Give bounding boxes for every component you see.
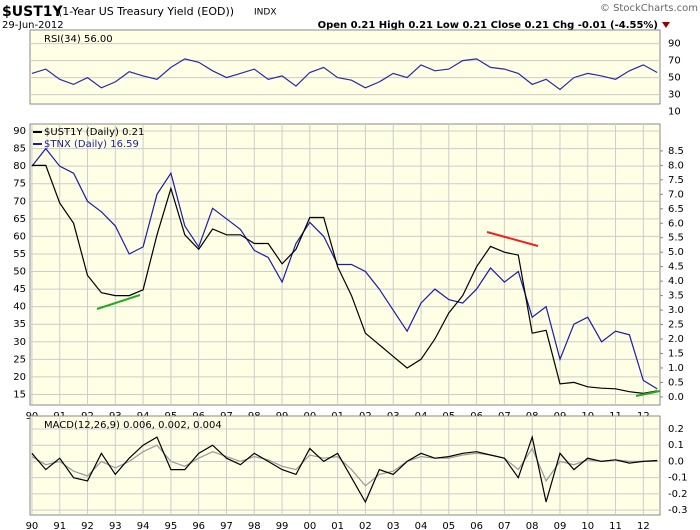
x-tick-label: 11 xyxy=(609,521,622,530)
y-tick-label: 45 xyxy=(13,284,26,295)
series-line xyxy=(31,147,658,390)
y-tick-label: 70 xyxy=(13,196,26,207)
x-tick-label: 91 xyxy=(53,521,66,530)
panel-title: RSI(34) 56.00 xyxy=(44,34,113,45)
y-tick-label: 85 xyxy=(13,144,26,155)
y-tick-label: 30 xyxy=(668,90,681,101)
y2-tick-label: 3.0 xyxy=(668,305,684,316)
x-tick-label: 93 xyxy=(109,521,122,530)
quote: Open 0.21 High 0.21 Low 0.21 Close 0.21 … xyxy=(318,20,658,31)
series-line xyxy=(31,434,658,504)
x-tick-label: 97 xyxy=(220,521,233,530)
y-tick-label: 65 xyxy=(13,214,26,225)
x-tick-label: 06 xyxy=(470,521,483,530)
x-tick-label: 99 xyxy=(276,521,289,530)
y-tick-label: 75 xyxy=(13,179,26,190)
exchange: INDX xyxy=(254,8,276,18)
legend-label: $UST1Y (Daily) 0.21 xyxy=(44,127,144,138)
y-tick-label: 35 xyxy=(13,319,26,330)
plot-area xyxy=(29,29,661,105)
x-tick-label: 03 xyxy=(387,521,400,530)
y2-tick-label: 1.5 xyxy=(668,348,684,359)
y-tick-label: 40 xyxy=(13,302,26,313)
y-tick-label: 60 xyxy=(13,231,26,242)
y2-tick-label: 6.0 xyxy=(668,218,684,229)
y2-tick-label: 3.5 xyxy=(668,291,684,302)
y-tick-label: 0.1 xyxy=(668,440,684,451)
y2-tick-label: 7.5 xyxy=(668,175,684,186)
y2-tick-label: 0.0 xyxy=(668,392,684,403)
x-tick-label: 94 xyxy=(137,521,150,530)
y-tick-label: 50 xyxy=(13,267,26,278)
x-tick-label: 96 xyxy=(192,521,205,530)
trendline xyxy=(635,390,661,397)
x-tick-label: 04 xyxy=(415,521,428,530)
x-tick-label: 95 xyxy=(165,521,178,530)
date: 29-Jun-2012 xyxy=(2,20,64,31)
panel-title: MACD(12,26,9) 0.006, 0.002, 0.004 xyxy=(44,420,222,431)
down-arrow xyxy=(662,22,670,28)
y2-tick-label: 5.0 xyxy=(668,247,684,258)
y-tick-label: 50 xyxy=(668,73,681,84)
symbol: $UST1Y xyxy=(2,4,63,20)
series-line xyxy=(31,164,658,395)
y-tick-label: 70 xyxy=(668,56,681,67)
y-tick-label: 10 xyxy=(668,107,681,118)
y-tick-label: -0.3 xyxy=(668,505,688,516)
y2-tick-label: 4.0 xyxy=(668,276,684,287)
y2-tick-label: 2.0 xyxy=(668,334,684,345)
y2-tick-label: 8.5 xyxy=(668,146,684,157)
y-tick-label: 90 xyxy=(13,126,26,137)
series-line xyxy=(31,58,658,91)
y-tick-label: -0.1 xyxy=(668,473,688,484)
y-tick-label: 90 xyxy=(668,39,681,50)
legend-label: $TNX (Daily) 16.59 xyxy=(44,139,139,150)
y2-tick-label: 7.0 xyxy=(668,189,684,200)
x-tick-label: 05 xyxy=(442,521,455,530)
trendline xyxy=(96,294,141,310)
y2-tick-label: 4.5 xyxy=(668,262,684,273)
x-tick-label: 98 xyxy=(248,521,261,530)
y2-tick-label: 5.5 xyxy=(668,233,684,244)
x-tick-label: 02 xyxy=(359,521,372,530)
y-tick-label: 0.0 xyxy=(668,456,684,467)
x-tick-label: 92 xyxy=(81,521,94,530)
credit: © StockCharts.com xyxy=(600,3,698,14)
trendline xyxy=(486,231,539,247)
series-line xyxy=(31,444,658,487)
x-tick-label: 12 xyxy=(637,521,650,530)
x-tick-label: 00 xyxy=(303,521,316,530)
y-tick-label: -0.2 xyxy=(668,489,688,500)
y2-tick-label: 0.5 xyxy=(668,377,684,388)
y-tick-label: 30 xyxy=(13,337,26,348)
x-tick-label: 07 xyxy=(498,521,511,530)
y-tick-label: 0.2 xyxy=(668,424,684,435)
y2-tick-label: 6.5 xyxy=(668,204,684,215)
x-tick-label: 90 xyxy=(26,521,39,530)
y-tick-label: 55 xyxy=(13,249,26,260)
x-tick-label: 10 xyxy=(581,521,594,530)
y-tick-label: 80 xyxy=(13,161,26,172)
y-tick-label: 20 xyxy=(13,372,26,383)
x-tick-label: 09 xyxy=(554,521,567,530)
x-tick-label: 08 xyxy=(526,521,539,530)
x-tick-label: 01 xyxy=(331,521,344,530)
instrument-name: (1-Year US Treasury Yield (EOD)) xyxy=(58,5,234,18)
y-tick-label: 25 xyxy=(13,354,26,365)
y2-tick-label: 8.0 xyxy=(668,160,684,171)
y2-tick-label: 1.0 xyxy=(668,363,684,374)
y2-tick-label: 2.5 xyxy=(668,320,684,331)
y-tick-label: 15 xyxy=(13,389,26,400)
